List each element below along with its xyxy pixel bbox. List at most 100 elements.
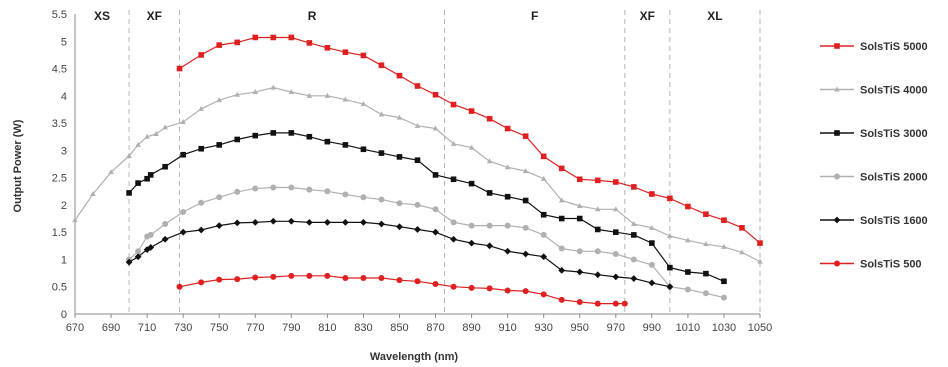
data-point [540, 175, 547, 181]
data-point [450, 283, 457, 290]
data-point [558, 165, 565, 172]
legend-label: SolsTiS 4000 [860, 85, 928, 97]
data-point [630, 275, 638, 282]
data-point [522, 288, 529, 295]
data-point [180, 209, 187, 215]
region-label: XS [94, 9, 110, 23]
data-point [468, 180, 475, 187]
data-point [649, 224, 655, 230]
data-point [702, 290, 709, 297]
data-point [162, 163, 168, 170]
data-point [234, 136, 241, 143]
data-point [252, 132, 259, 139]
data-point [270, 273, 277, 280]
data-point [540, 253, 548, 261]
data-point [270, 84, 277, 90]
x-tick-label: 990 [643, 322, 661, 334]
data-point [414, 278, 421, 285]
data-point [197, 226, 205, 234]
data-point [216, 142, 223, 148]
data-point [396, 114, 403, 120]
data-point [198, 145, 204, 152]
data-point [612, 300, 619, 307]
data-point [703, 211, 709, 217]
data-point [342, 142, 349, 148]
data-point [757, 258, 763, 264]
data-point [667, 233, 673, 238]
data-point [135, 180, 141, 186]
data-point [108, 169, 114, 175]
data-point [414, 122, 421, 128]
data-point [234, 276, 241, 283]
x-tick-label: 890 [462, 322, 480, 334]
data-point [504, 247, 512, 255]
data-point [126, 152, 132, 158]
x-tick-label: 850 [390, 322, 408, 334]
data-point [324, 272, 331, 279]
data-point [721, 243, 727, 249]
data-point [594, 177, 601, 184]
data-point [198, 199, 205, 206]
data-point [269, 217, 277, 225]
data-point [270, 184, 277, 191]
data-point [288, 272, 295, 279]
data-point [198, 52, 204, 58]
y-tick-label: 4.5 [52, 64, 67, 76]
data-point [176, 283, 183, 290]
x-tick-label: 970 [607, 322, 625, 334]
x-tick-label: 710 [138, 322, 156, 334]
data-point [198, 279, 205, 286]
data-point [180, 151, 186, 158]
data-point [324, 188, 331, 195]
data-point [486, 190, 493, 196]
data-point [414, 83, 421, 89]
series-solstis-5000 [176, 34, 763, 246]
data-point [631, 184, 637, 190]
data-point [486, 242, 494, 250]
data-point [612, 179, 619, 185]
x-tick-label: 1030 [712, 322, 736, 334]
data-point [360, 194, 367, 201]
data-point [360, 101, 367, 106]
data-point [288, 89, 295, 94]
data-point [576, 203, 583, 208]
region-dividers [128, 10, 761, 314]
legend-item: SolsTiS 2000 [820, 172, 928, 184]
y-tick-label: 4 [61, 91, 67, 103]
data-point [162, 221, 169, 227]
data-point [450, 219, 457, 226]
x-tick-label: 670 [66, 322, 84, 334]
data-point [450, 140, 457, 146]
data-point [576, 176, 583, 183]
data-point [558, 215, 565, 222]
x-tick-label: 870 [426, 322, 444, 334]
data-point [215, 222, 223, 230]
legend-item: SolsTiS 1600 [820, 215, 928, 227]
data-point [432, 206, 439, 213]
data-point [504, 287, 511, 294]
data-point [252, 274, 259, 281]
data-point [252, 89, 259, 94]
legend-label: SolsTiS 1600 [860, 215, 928, 227]
data-point [432, 91, 439, 98]
x-tick-label: 690 [102, 322, 120, 334]
data-point [486, 222, 493, 229]
data-point [432, 172, 439, 178]
data-point [126, 190, 132, 196]
legend-item: SolsTiS 5000 [820, 41, 928, 53]
data-point [180, 119, 186, 124]
data-point [833, 216, 841, 224]
data-point [432, 125, 439, 131]
data-point [486, 115, 493, 122]
y-tick-label: 1 [61, 254, 67, 266]
data-point [306, 40, 313, 46]
series-line [128, 132, 725, 282]
data-point [594, 248, 601, 255]
series-solstis-4000 [72, 84, 763, 264]
data-point [558, 266, 566, 274]
data-point [631, 232, 637, 238]
data-point [504, 164, 511, 170]
x-axis-title: Wavelength (nm) [370, 351, 459, 363]
data-point [558, 197, 565, 203]
